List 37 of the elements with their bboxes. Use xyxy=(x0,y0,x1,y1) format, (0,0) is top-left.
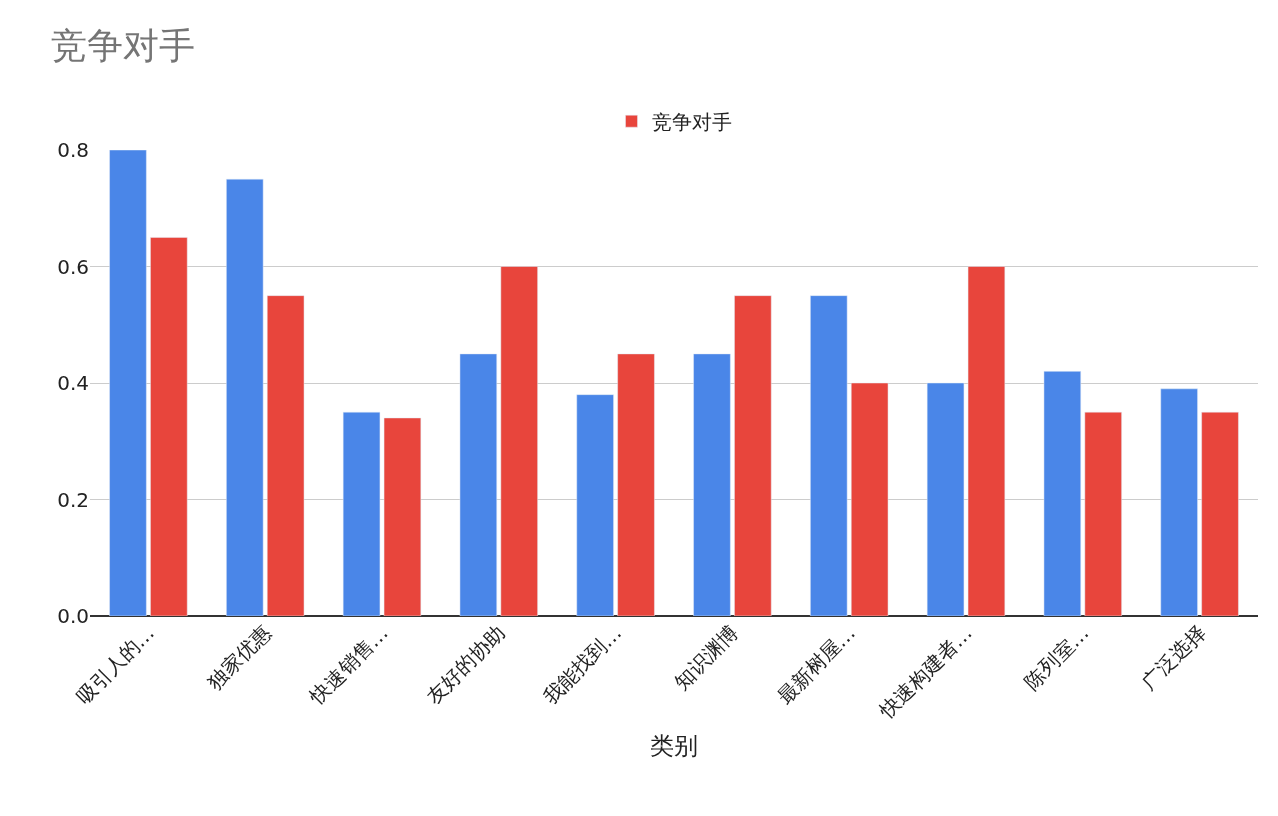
x-tick-label: 独家优惠 xyxy=(202,620,276,695)
y-tick-label: 0.8 xyxy=(57,138,89,162)
x-tick-label: 知识渊博 xyxy=(669,620,744,695)
y-tick-label: 0.4 xyxy=(57,371,89,395)
bar xyxy=(926,382,965,616)
bar xyxy=(1160,388,1198,616)
bar xyxy=(109,150,147,616)
bar xyxy=(1201,411,1239,616)
bar xyxy=(342,411,381,616)
x-tick-label: 广泛选择 xyxy=(1136,620,1211,695)
bar xyxy=(967,266,1006,616)
chart-title: 竞争对手 xyxy=(51,24,196,66)
y-tick-label: 0.6 xyxy=(57,254,89,279)
bar xyxy=(734,295,772,616)
y-tick-label: 0.0 xyxy=(57,604,89,628)
bar xyxy=(617,353,655,616)
bar xyxy=(150,237,188,616)
x-tick-label: 快速销售… xyxy=(304,620,393,710)
y-tick-label: 0.2 xyxy=(57,487,89,512)
x-tick-label: 快速构建者… xyxy=(874,620,977,724)
x-tick-label: 友好的协助 xyxy=(421,620,510,709)
bar xyxy=(810,295,848,616)
bar xyxy=(459,353,498,616)
bar xyxy=(1043,371,1082,616)
bar xyxy=(500,266,538,616)
bar xyxy=(693,353,731,616)
legend-label: 竞争对手 xyxy=(651,109,732,134)
bar xyxy=(576,394,614,616)
x-tick-label: 我能找到… xyxy=(538,620,627,709)
bar xyxy=(383,417,422,616)
bar xyxy=(266,295,305,616)
bar xyxy=(850,382,889,616)
bar xyxy=(1084,411,1122,616)
x-axis-title: 类别 xyxy=(650,732,698,761)
x-tick-label: 最新树屋… xyxy=(772,620,860,709)
bar xyxy=(226,178,264,616)
x-tick-label: 陈列室… xyxy=(1019,620,1094,695)
